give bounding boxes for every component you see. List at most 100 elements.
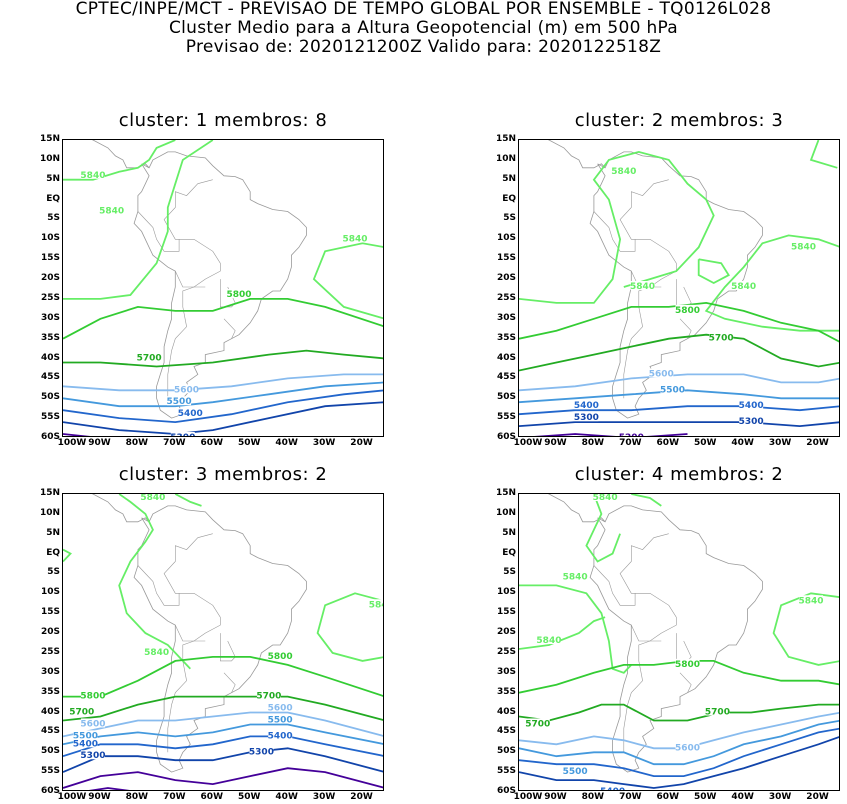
contour-label: 5500 <box>563 767 588 777</box>
contour-line-5400 <box>519 405 839 416</box>
lat-tick-label: 55S <box>40 412 60 423</box>
contour-label: 5600 <box>80 719 105 729</box>
lat-tick-label: 50S <box>40 392 60 403</box>
contour-label-bg <box>739 416 764 426</box>
contour-line-5600 <box>519 373 839 392</box>
latitude-axis: 15N 10N 5N EQ 5S 10S 15S 20S 25S 30S 35S 40S 45S 50S 5… <box>32 134 60 442</box>
contour-line-5840 <box>697 258 730 285</box>
lat-tick-label: 5N <box>46 173 60 184</box>
lat-tick-label: 35S <box>496 686 516 697</box>
panel-title: cluster: 3 membros: 2 <box>118 464 328 485</box>
lon-tick-label: 30W <box>312 438 336 448</box>
contour-line-5500 <box>519 389 839 404</box>
lon-tick-label: 20W <box>350 792 373 802</box>
contour-label: 5840 <box>593 494 618 503</box>
country-border <box>623 286 662 399</box>
lon-tick-label: 100W <box>513 438 543 448</box>
contour-label: 5700 <box>137 354 162 364</box>
lon-tick-label: 50W <box>693 792 717 802</box>
country-border <box>593 211 636 252</box>
map-frame: 5840 5840 5840 5840 5800 5700 5700 5600 5500 5400 <box>518 493 840 791</box>
contour-label: 5700 <box>525 719 550 729</box>
contour-label: 5840 <box>799 596 824 606</box>
longitude-axis: 100W 90W 80W 70W 60W 50W 40W 30W 20W <box>58 792 384 804</box>
contour-label-bg <box>170 432 195 436</box>
lon-tick-label: 20W <box>350 438 373 448</box>
contour-label: 5840 <box>731 282 756 292</box>
lon-tick-label: 30W <box>768 792 792 802</box>
contour-line-5200 <box>63 767 383 789</box>
lat-tick-label: 10S <box>40 233 60 244</box>
contour-label-bg <box>709 332 734 342</box>
country-border <box>676 279 692 308</box>
contour-label-bg <box>739 400 764 410</box>
contour-label-bg <box>268 702 293 712</box>
contour-line-5840 <box>704 234 839 332</box>
panel-title: cluster: 1 membros: 8 <box>118 110 328 131</box>
lat-tick-label: 5N <box>502 173 516 184</box>
contour-label: 5300 <box>739 417 764 427</box>
map-canvas: 5840 5840 5840 5840 5800 5700 5700 5600 5500 5400 <box>519 494 839 790</box>
lon-tick-label: 60W <box>200 792 223 802</box>
contour-line-5400 <box>63 389 383 424</box>
lon-tick-label: 90W <box>88 438 111 448</box>
contour-label-bg <box>799 595 824 605</box>
contour-label-bg <box>574 412 599 422</box>
country-border <box>163 179 221 288</box>
contour-label-bg <box>73 738 98 748</box>
lon-tick-label: 70W <box>163 792 186 802</box>
contour-label-bg <box>600 786 625 790</box>
coastline <box>589 151 763 419</box>
contour-label-bg <box>563 766 588 776</box>
contour-label-bg <box>563 571 588 581</box>
contour-line-5500 <box>63 381 383 408</box>
contour-label-bg <box>536 635 561 645</box>
contour-label: 5840 <box>369 600 384 610</box>
lon-tick-label: 40W <box>731 438 754 448</box>
contour-label-bg <box>226 288 251 298</box>
lat-tick-label: EQ <box>46 547 60 558</box>
lat-tick-label: 15N <box>39 488 60 498</box>
contour-label: 5400 <box>268 731 293 741</box>
lat-tick-label: 20S <box>40 627 60 638</box>
header-line-2: Cluster Medio para a Altura Geopotencial… <box>168 18 679 38</box>
contour-label: 5840 <box>343 234 368 244</box>
contour-label-bg <box>268 650 293 660</box>
latitude-axis: 15N 10N 5N EQ 5S 10S 15S 20S 25S 30S 35S 40S 45S 50S 5… <box>32 488 60 796</box>
country-border <box>593 565 636 606</box>
lon-tick-label: 90W <box>544 438 567 448</box>
country-border <box>679 672 692 693</box>
lon-tick-label: 100W <box>57 438 87 448</box>
lat-tick-label: 5S <box>47 567 60 578</box>
contour-label-bg <box>174 384 199 394</box>
country-border <box>163 533 221 642</box>
lat-tick-label: 25S <box>496 646 516 657</box>
contour-label-bg <box>268 730 293 740</box>
contour-label-bg <box>619 432 644 436</box>
lat-tick-label: 15N <box>495 488 516 498</box>
contour-label: 5840 <box>144 648 169 658</box>
contour-label-bg <box>369 599 383 609</box>
contour-line-5700 <box>63 349 383 368</box>
lon-tick-label: 50W <box>237 438 261 448</box>
map-canvas: 5840 5840 5840 5840 5800 5700 5600 5500 5400 5300… <box>519 140 839 436</box>
contour-line-5300 <box>63 747 383 773</box>
lat-tick-label: 40S <box>40 706 60 717</box>
contour-label-bg <box>249 746 274 756</box>
lon-tick-label: 80W <box>581 792 605 802</box>
longitude-axis: 100W 90W 80W 70W 60W 50W 40W 30W 20W <box>514 438 840 450</box>
latitude-axis: 15N 10N 5N EQ 5S 10S 15S 20S 25S 30S 35S 40S 45S 50S 5… <box>488 134 516 442</box>
lat-tick-label: 50S <box>40 746 60 757</box>
lon-tick-label: 60W <box>656 792 679 802</box>
country-border <box>676 633 692 662</box>
lat-tick-label: EQ <box>502 547 516 558</box>
lat-tick-label: 25S <box>40 292 60 303</box>
contour-label-bg <box>99 205 124 215</box>
contour-line-5700 <box>519 703 839 722</box>
lon-tick-label: 90W <box>88 792 111 802</box>
lat-tick-label: 45S <box>40 372 60 383</box>
contour-line-5840 <box>316 592 383 662</box>
contour-label-bg <box>80 690 105 700</box>
panel-title: cluster: 4 membros: 2 <box>574 464 784 485</box>
lat-tick-label: 20S <box>496 273 516 284</box>
